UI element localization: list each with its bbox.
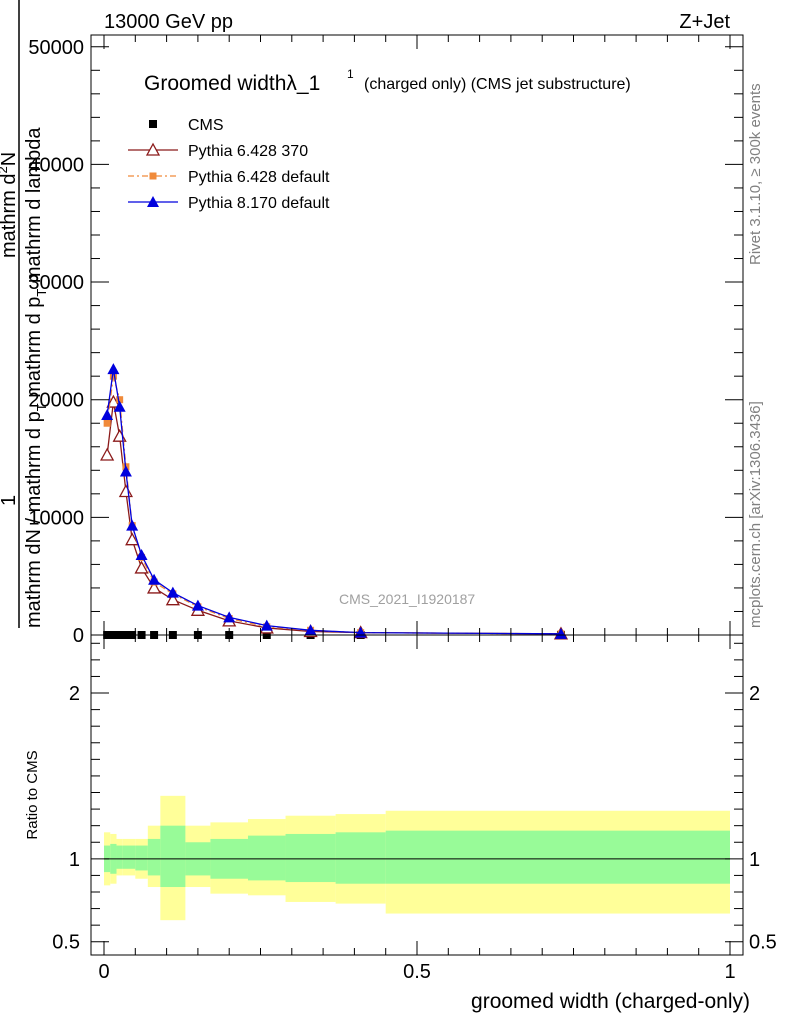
uncertainty-band-inner [116, 845, 123, 869]
data-point [119, 465, 132, 477]
data-point [101, 409, 114, 420]
y-label-numerator-part: N [0, 152, 20, 166]
y-label-denominator-part: mathrm d lambda [23, 127, 45, 289]
uncertainty-band-inner [285, 833, 336, 883]
x-tick-label: 0 [98, 961, 109, 983]
series-3 [101, 363, 567, 639]
y-label-numerator-part: mathrm d [0, 174, 20, 258]
uncertainty-band-inner [135, 845, 148, 871]
y-tick-label: 10000 [28, 507, 84, 529]
legend-marker [145, 142, 161, 156]
mcplots-label: mcplots.cern.ch [arXiv:1306.3436] [747, 401, 764, 628]
series-line [106, 369, 561, 635]
data-point [103, 419, 111, 427]
legend-marker [147, 196, 159, 207]
legend-marker [149, 120, 157, 128]
y-label-one: 1 [0, 495, 20, 506]
ratio-y-axis-label: Ratio to CMS [24, 750, 41, 839]
y-tick-label: 50000 [28, 37, 84, 59]
ratio-y-axis: 0.5 0.5 1 1 2 2 [52, 642, 777, 954]
data-point [118, 484, 134, 498]
ratio-y-tick-label: 1 [69, 849, 80, 871]
chart-subtitle: (charged only) (CMS jet substructure) [364, 76, 631, 93]
ratio-panel: 0.5 0.51 12 2 0 0.5 1 Ratio to CMS groomed wi… [24, 634, 777, 1013]
legend-label: Pythia 6.428 370 [188, 143, 308, 160]
y-label-denominator-part: mathrm d p [23, 297, 45, 404]
y-tick-label: 0 [73, 625, 84, 647]
ratio-y-tick-label: 2 [69, 683, 80, 705]
legend-entry: CMS [149, 117, 224, 134]
data-point [109, 372, 117, 380]
chart-title-superscript: 1 [347, 67, 354, 81]
legend-label: CMS [188, 117, 224, 134]
chart-title: Groomed widthλ_1 [144, 72, 320, 95]
uncertainty-band-inner [160, 825, 186, 888]
data-point [107, 363, 120, 375]
series-1 [100, 394, 569, 640]
y-tick-label: 40000 [28, 154, 84, 176]
data-point [116, 396, 124, 404]
data-point [554, 627, 567, 639]
data-point [146, 580, 162, 594]
uncertainty-band-inner [247, 835, 286, 881]
ratio-plot-content [104, 795, 730, 921]
legend-entry: Pythia 6.428 370 [128, 142, 308, 160]
data-point [134, 560, 149, 574]
main-plot-content [100, 363, 569, 640]
legend-label: Pythia 6.428 default [188, 169, 330, 186]
data-point [113, 400, 126, 412]
data-point [148, 573, 161, 585]
series-line [106, 401, 561, 635]
ratio-x-axis: 0 0.5 1 [98, 635, 736, 983]
data-point [135, 549, 148, 560]
main-panel: 0 10000 20000 30000 40000 50000 Groomed width… [0, 0, 744, 647]
y-label-denominator-part: mathrm d [23, 544, 45, 628]
legend-label: Pythia 8.170 default [188, 195, 330, 212]
ratio-y-tick-label-right: 0.5 [749, 932, 777, 954]
y-tick-label: 20000 [28, 390, 84, 412]
data-point [126, 519, 139, 531]
series-line [106, 376, 561, 635]
y-tick-label: 30000 [28, 272, 84, 294]
uncertainty-band-inner [335, 832, 386, 884]
ratio-y-tick-label: 0.5 [52, 932, 80, 954]
data-point [223, 611, 236, 623]
data-point [166, 586, 179, 598]
y-label-numerator: mathrm d2N [0, 152, 20, 258]
data-point [125, 532, 140, 546]
data-point [100, 447, 115, 461]
data-point [112, 428, 127, 442]
y-label-denominator-subscript: T [34, 403, 49, 411]
uncertainty-band-inner [147, 838, 161, 876]
y-label-numerator-superscript: 2 [0, 166, 10, 173]
ratio-y-tick-label-right: 1 [749, 849, 760, 871]
header-left-label: 13000 GeV pp [104, 11, 233, 33]
data-point [191, 599, 204, 611]
uncertainty-band-inner [122, 845, 136, 869]
analysis-watermark: CMS_2021_I1920187 [339, 591, 475, 607]
legend-entry: Pythia 8.170 default [128, 195, 330, 212]
main-y-axis: 0 10000 20000 30000 40000 50000 [28, 37, 743, 647]
main-x-ticks [103, 35, 731, 635]
uncertainty-band-inner [385, 830, 730, 884]
x-tick-label: 0.5 [403, 961, 431, 983]
rivet-label: Rivet 3.1.10, ≥ 300k events [747, 83, 764, 265]
data-point [260, 619, 273, 631]
data-point [165, 592, 180, 606]
legend: CMS Pythia 6.428 370 Pythia 6.428 default P… [128, 117, 330, 212]
x-axis-label: groomed width (charged-only) [471, 990, 750, 1013]
ratio-y-tick-label-right: 2 [749, 683, 760, 705]
y-label-denominator: mathrm dN / mathrm d pT mathrm d pT math… [23, 127, 49, 628]
header-right-label: Z+Jet [679, 11, 730, 33]
x-tick-label: 1 [724, 961, 735, 983]
legend-entry: Pythia 6.428 default [128, 169, 330, 186]
legend-marker [149, 172, 157, 180]
main-y-axis-label: mathrm dN / mathrm d pT mathrm d pT math… [0, 0, 49, 628]
y-label-denominator-subscript: T [34, 289, 49, 297]
data-point [304, 624, 317, 636]
y-label-denominator-part: N / mathrm d p [23, 411, 45, 543]
